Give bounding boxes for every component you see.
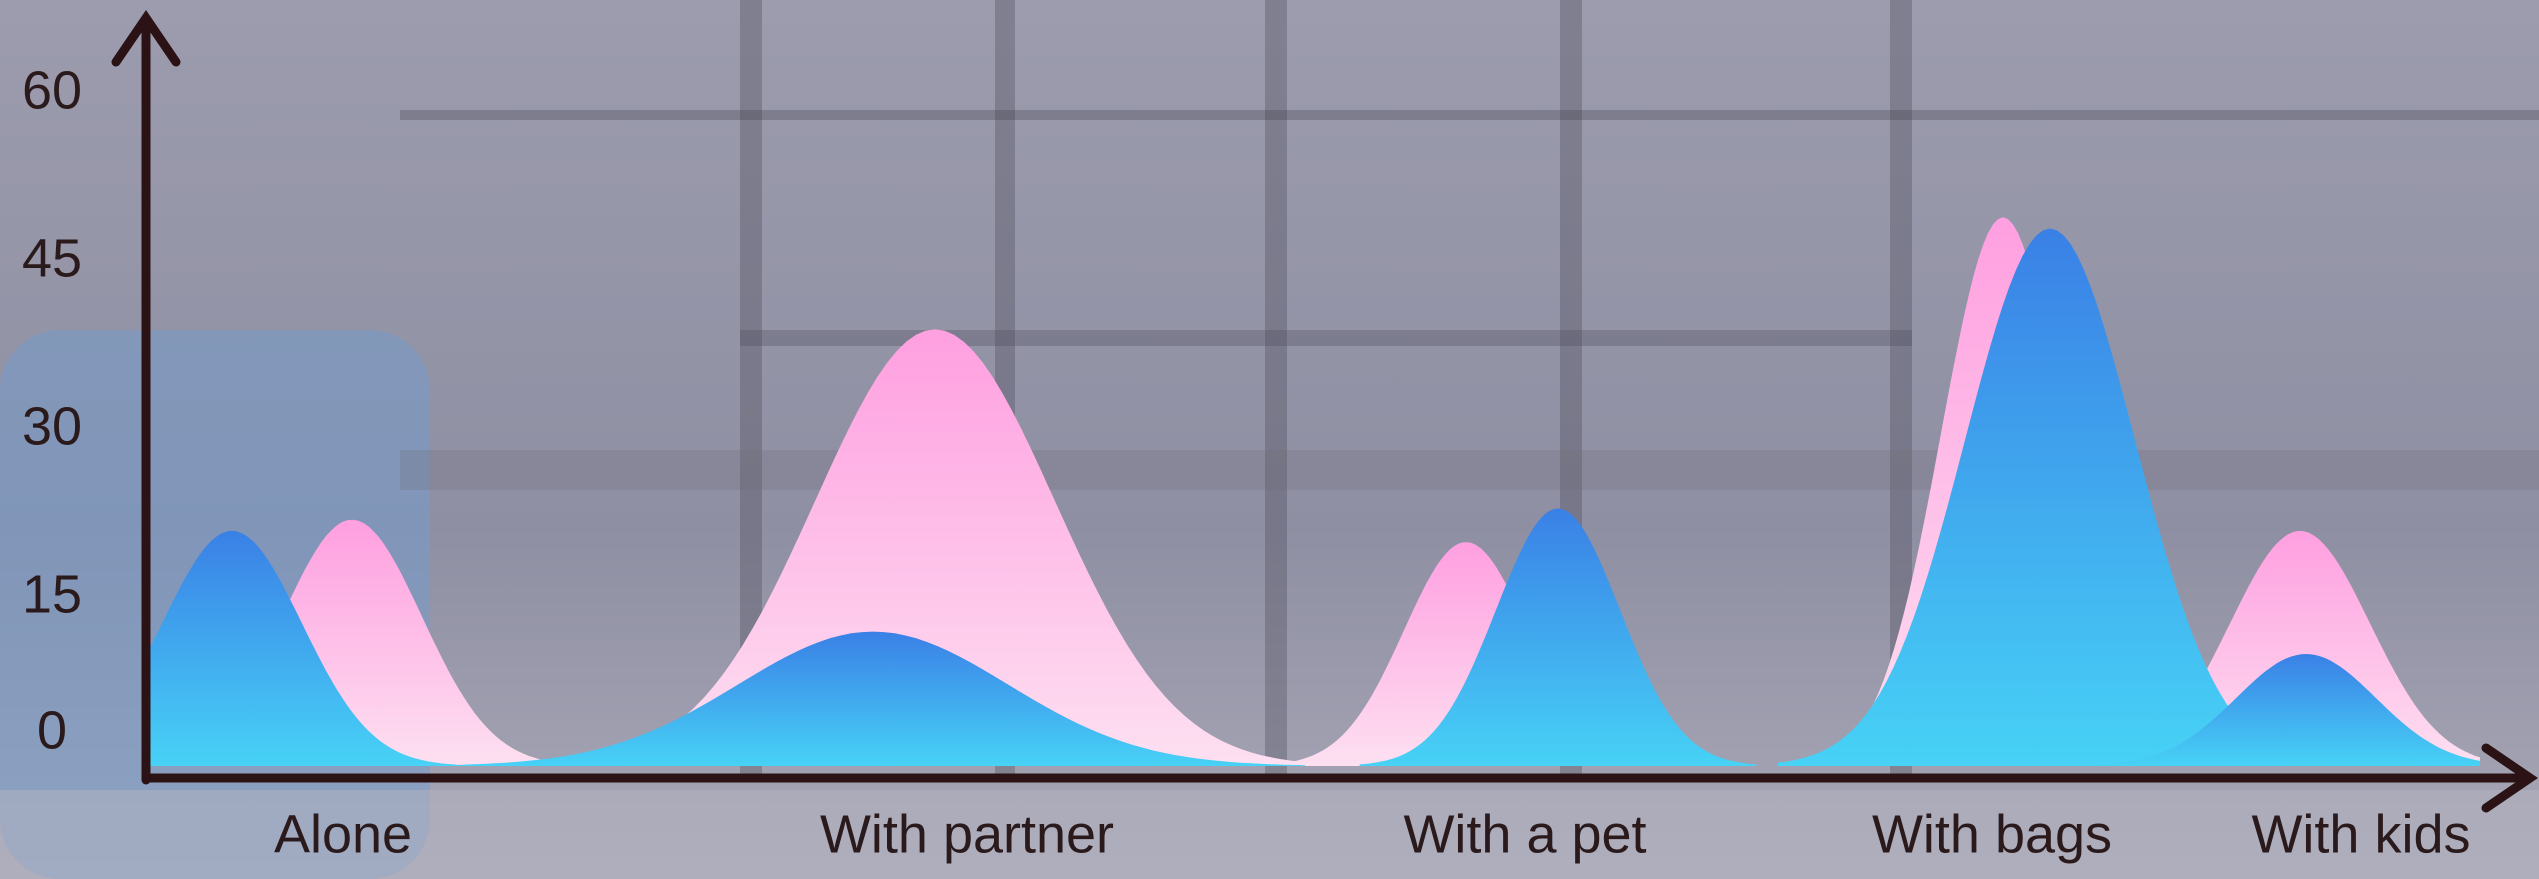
area-peak xyxy=(441,631,1305,766)
x-tick-label: Alone xyxy=(274,804,412,864)
area-peak xyxy=(551,329,1319,766)
y-tick-label: 60 xyxy=(22,60,82,120)
axes xyxy=(111,10,2538,813)
x-tick-label: With partner xyxy=(820,804,1114,864)
y-tick-label: 45 xyxy=(22,228,82,288)
x-tick-label: With a pet xyxy=(1403,804,1646,864)
x-tick-label: With kids xyxy=(2251,804,2470,864)
y-tick-label: 0 xyxy=(37,700,67,760)
area-peak xyxy=(1778,228,2322,766)
area-peak xyxy=(150,530,456,766)
area-peak xyxy=(2082,654,2480,766)
y-tick-label: 15 xyxy=(22,564,82,624)
x-tick-label: With bags xyxy=(1872,804,2112,864)
y-tick-label: 30 xyxy=(22,396,82,456)
area-peak xyxy=(1359,508,1757,766)
